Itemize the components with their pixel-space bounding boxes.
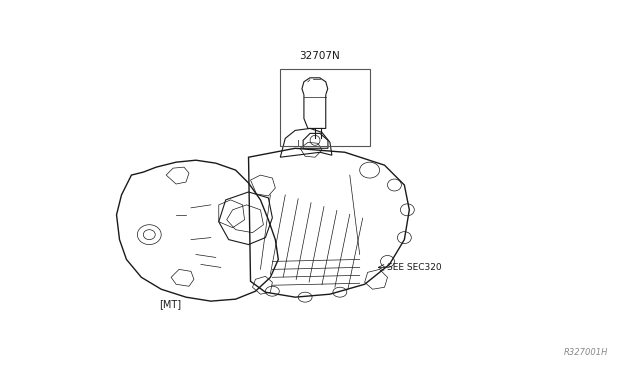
Text: R327001H: R327001H: [563, 348, 608, 357]
Text: [MT]: [MT]: [159, 299, 181, 309]
Text: 32707N: 32707N: [300, 51, 340, 61]
Bar: [280, 69, 370, 146]
Text: SEE SEC320: SEE SEC320: [387, 263, 442, 272]
